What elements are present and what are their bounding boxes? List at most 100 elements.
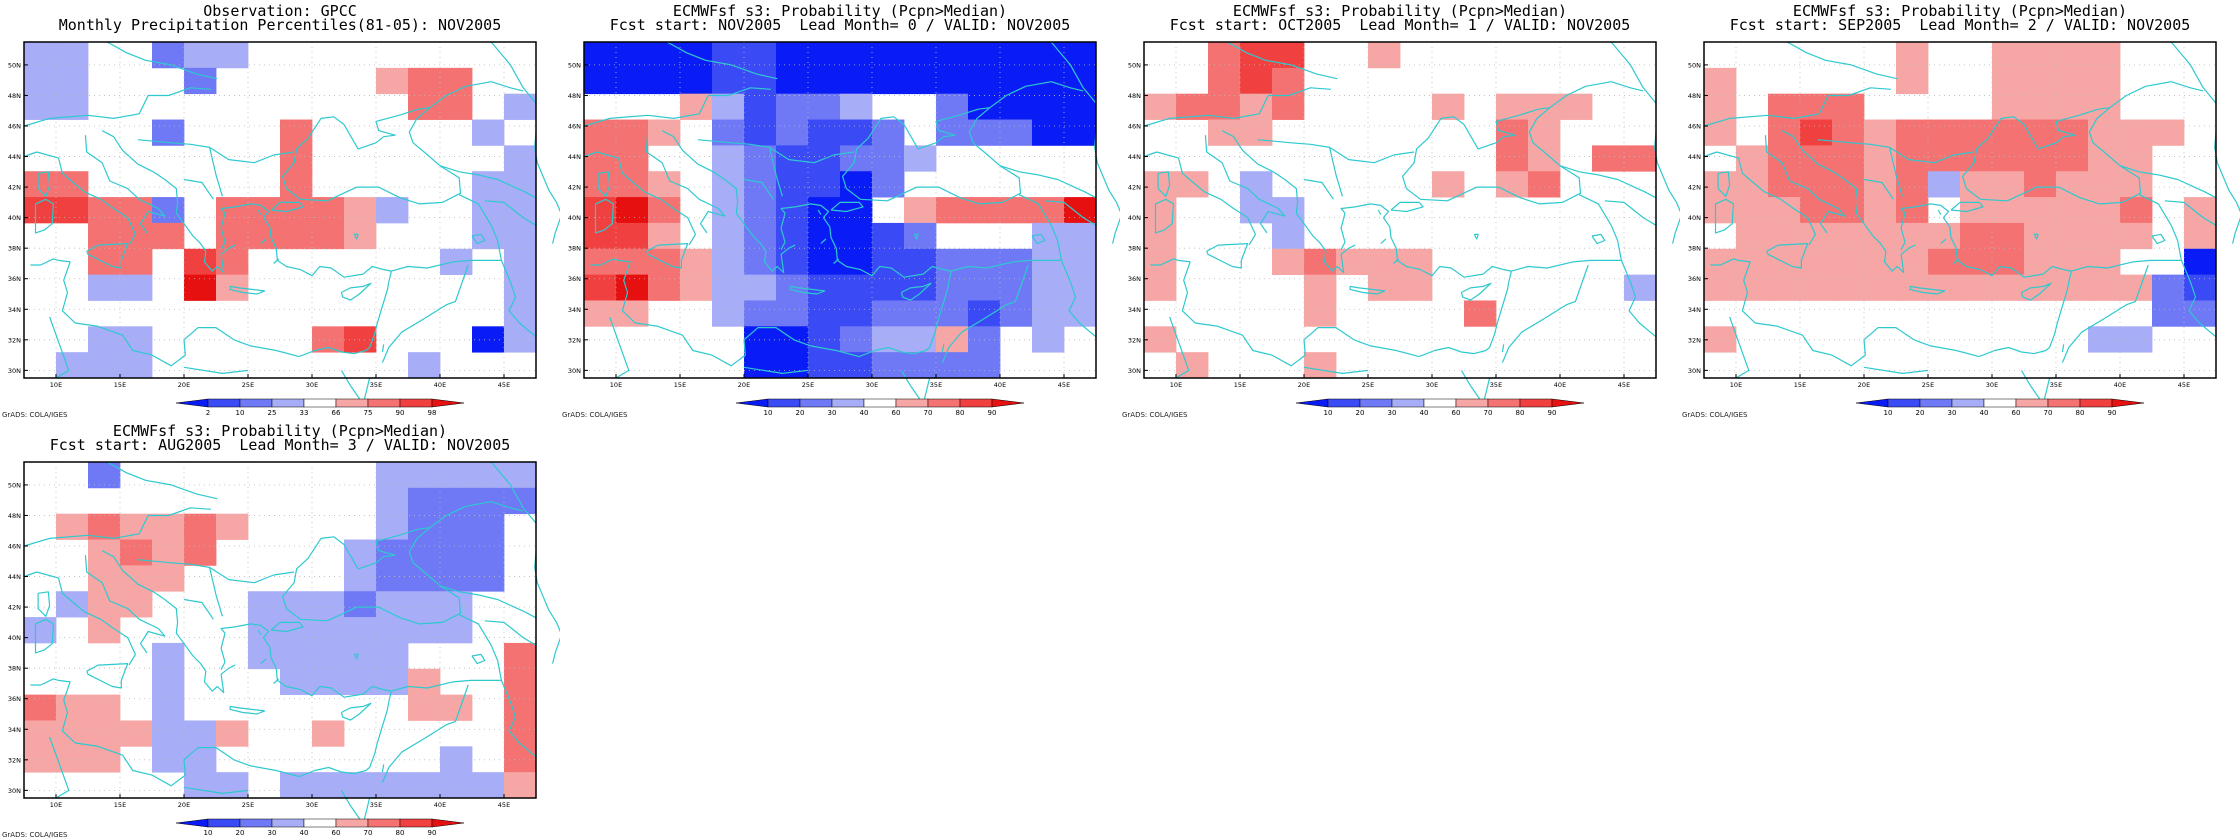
colorbar-label: 10: [1324, 409, 1333, 417]
panel-title-line1: ECMWFsf s3: Probability (Pcpn>Median): [1232, 2, 1568, 20]
grid-cell: [936, 42, 969, 69]
longitude-tick-label: 25E: [242, 381, 254, 389]
coastline: [381, 317, 425, 363]
grid-cell: [504, 145, 537, 172]
colorbar-segment: [1423, 398, 1457, 408]
coastline: [1781, 130, 1916, 274]
grid-cell: [744, 222, 777, 250]
grid-cell: [120, 591, 153, 618]
coastline: [1195, 322, 1420, 367]
grid-cell: [216, 197, 249, 224]
grid-cell: [584, 145, 617, 172]
grid-cell: [280, 642, 313, 670]
longitude-tick-label: 30E: [866, 381, 878, 389]
grid-cell: [680, 42, 713, 69]
coastline: [183, 366, 249, 374]
grid-cell: [408, 93, 441, 120]
grid-cell: [712, 171, 745, 198]
grid-cell: [1960, 274, 1993, 301]
grid-cell: [872, 300, 905, 327]
grid-cell: [1992, 222, 2025, 250]
grid-cell: [56, 352, 89, 379]
grid-cell: [56, 591, 89, 618]
grid-cell: [376, 539, 409, 566]
panel-title-line1: ECMWFsf s3: Probability (Pcpn>Median): [112, 422, 448, 440]
longitude-tick-label: 30E: [1986, 381, 1998, 389]
colorbar-label: 40: [1420, 409, 1429, 417]
grid-cell: [504, 222, 537, 250]
grid-cell: [1800, 248, 1833, 276]
longitude-tick-label: 10E: [610, 381, 622, 389]
latitude-tick-label: 30N: [568, 367, 581, 375]
grid-cell: [808, 93, 841, 120]
grid-cell: [2024, 274, 2057, 301]
coastline: [353, 233, 359, 240]
colorbar-segment: [239, 818, 273, 828]
grid-cell: [1144, 326, 1177, 353]
grid-cell: [1272, 197, 1305, 224]
coastline: [183, 598, 214, 620]
colorbar-label: 90: [988, 409, 997, 417]
colorbar-segment: [303, 398, 337, 408]
coastline: [2151, 233, 2166, 245]
grid-cell: [408, 352, 441, 379]
colorbar-segment: [367, 398, 401, 408]
grid-cell: [648, 42, 681, 69]
grid-cell: [968, 300, 1001, 327]
coastline: [596, 151, 696, 246]
grid-cell: [712, 197, 745, 224]
grid-cell: [440, 772, 473, 799]
grid-cell: [2184, 222, 2217, 250]
grid-cell: [344, 617, 377, 644]
grid-cell: [408, 668, 441, 696]
grid-cell: [1032, 119, 1065, 146]
coastline: [594, 198, 615, 234]
coastline: [1402, 107, 1582, 205]
grid-cell: [1768, 119, 1801, 146]
grid-cell: [1032, 42, 1065, 69]
coastline: [1559, 165, 1657, 199]
coastline: [500, 680, 537, 758]
latitude-tick-label: 42N: [568, 184, 581, 192]
latitude-tick-label: 50N: [8, 61, 21, 69]
colorbar-label: 10: [236, 409, 245, 417]
longitude-tick-label: 40E: [994, 381, 1006, 389]
latitude-tick-label: 32N: [1128, 336, 1141, 344]
colorbar-label: 80: [2076, 409, 2085, 417]
coastline: [769, 147, 783, 197]
grid-cell: [1240, 119, 1273, 146]
grid-cell: [376, 642, 409, 670]
colorbar-label: 10: [1884, 409, 1893, 417]
coastline: [817, 209, 822, 215]
grid-cell: [472, 222, 505, 250]
panel-title-line1: ECMWFsf s3: Probability (Pcpn>Median): [1792, 2, 2128, 20]
coastline: [36, 571, 136, 666]
grid-cell: [184, 539, 217, 566]
grid-cell: [1960, 197, 1993, 224]
panel-title-line2: Fcst start: OCT2005 Lead Month= 1 / VALI…: [1169, 16, 1631, 34]
grid-cell: [1896, 171, 1929, 198]
grid-cell: [2056, 42, 2089, 69]
grid-cell: [1896, 119, 1929, 146]
grid-cell: [1064, 42, 1097, 69]
grid-cell: [120, 720, 153, 747]
coastline: [84, 135, 166, 234]
map-frame: [23, 461, 537, 799]
longitude-tick-label: 15E: [674, 381, 686, 389]
latitude-tick-label: 30N: [8, 787, 21, 795]
colorbar-segment: [367, 818, 401, 828]
grid-cell: [504, 300, 537, 327]
coastline: [500, 260, 537, 338]
grid-cell: [872, 42, 905, 69]
coastline: [1303, 178, 1334, 200]
coastline: [429, 81, 524, 109]
grid-cell: [184, 42, 217, 69]
grid-cell: [280, 222, 313, 250]
coastline: [37, 591, 51, 617]
grid-cell: [776, 248, 809, 276]
grid-cell: [2088, 93, 2121, 120]
latitude-tick-label: 50N: [8, 481, 21, 489]
grid-cell: [472, 539, 505, 566]
grid-cell: [2056, 119, 2089, 146]
grid-cell: [936, 67, 969, 95]
